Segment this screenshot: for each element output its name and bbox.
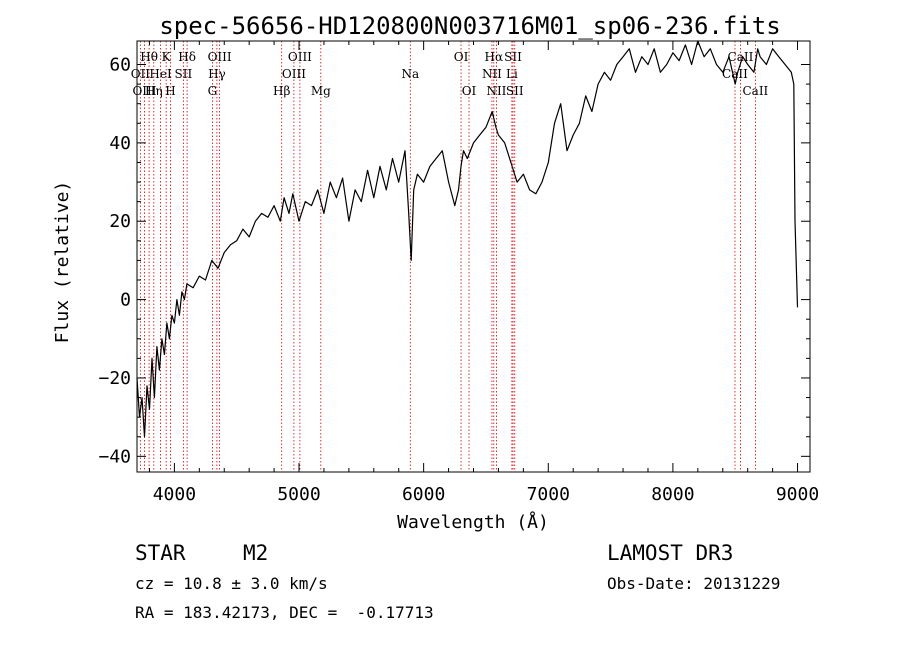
- redshift-value: cz = 10.8 ± 3.0 km/s: [135, 574, 328, 593]
- marker-label: CaII: [728, 50, 754, 64]
- marker-label: Li: [506, 67, 518, 81]
- marker-label: Mg: [311, 84, 331, 98]
- marker-label: Hδ: [178, 50, 196, 64]
- x-tick-label: 7000: [527, 484, 570, 505]
- marker-label: SII: [506, 84, 524, 98]
- y-tick-label: 0: [120, 290, 131, 311]
- y-tick-label: 20: [109, 211, 131, 232]
- marker-label: G: [208, 84, 218, 98]
- object-class: STAR: [135, 541, 186, 565]
- marker-label: OI: [454, 50, 469, 64]
- marker-label: NII: [486, 84, 506, 98]
- line-markers: [139, 41, 756, 472]
- chart-title: spec-56656-HD120800N003716M01_sp06-236.f…: [159, 12, 780, 40]
- marker-label: NII: [482, 67, 502, 81]
- marker-label: HeI: [149, 67, 172, 81]
- x-tick-label: 4000: [153, 484, 196, 505]
- marker-label: OI: [462, 84, 477, 98]
- x-tick-label: 9000: [776, 484, 819, 505]
- marker-label: SII: [175, 67, 193, 81]
- marker-label: OII: [131, 67, 151, 81]
- x-tick-label: 6000: [402, 484, 445, 505]
- spectrum-line: [136, 40, 799, 438]
- coordinates: RA = 183.42173, DEC = -0.17713: [135, 603, 434, 622]
- y-tick-label: −40: [98, 446, 131, 467]
- marker-label: SII: [504, 50, 522, 64]
- marker-label: Hα: [485, 50, 504, 64]
- y-tick-label: 40: [109, 133, 131, 154]
- x-tick-label: 5000: [277, 484, 320, 505]
- marker-label: Hγ: [208, 67, 226, 81]
- x-axis-label: Wavelength (Å): [397, 511, 549, 533]
- plot-frame: [136, 40, 811, 473]
- marker-label: Hη: [145, 84, 163, 98]
- x-axis-ticks: 4000 5000 6000 7000 8000 9000: [148, 41, 819, 505]
- object-subclass: M2: [243, 541, 268, 565]
- marker-label: OIII: [282, 67, 306, 81]
- marker-label: K: [162, 50, 172, 64]
- y-axis-label: Flux (relative): [52, 181, 73, 344]
- marker-label: H: [165, 84, 175, 98]
- y-axis-ticks: −40 −20 0 20 40 60: [98, 55, 810, 467]
- y-tick-label: −20: [98, 368, 131, 389]
- marker-label: OIII: [132, 84, 156, 98]
- obs-date: Obs-Date: 20131229: [607, 574, 780, 593]
- marker-label: CaII: [742, 84, 768, 98]
- marker-label: OIII: [288, 50, 312, 64]
- marker-label: Hβ: [273, 84, 290, 98]
- marker-label: CaII: [722, 67, 748, 81]
- x-tick-label: 8000: [651, 484, 694, 505]
- y-tick-label: 60: [109, 55, 131, 76]
- marker-label: Na: [401, 67, 419, 81]
- survey-name: LAMOST DR3: [607, 541, 733, 565]
- marker-label: OIII: [208, 50, 232, 64]
- marker-label: Hθ: [140, 50, 158, 64]
